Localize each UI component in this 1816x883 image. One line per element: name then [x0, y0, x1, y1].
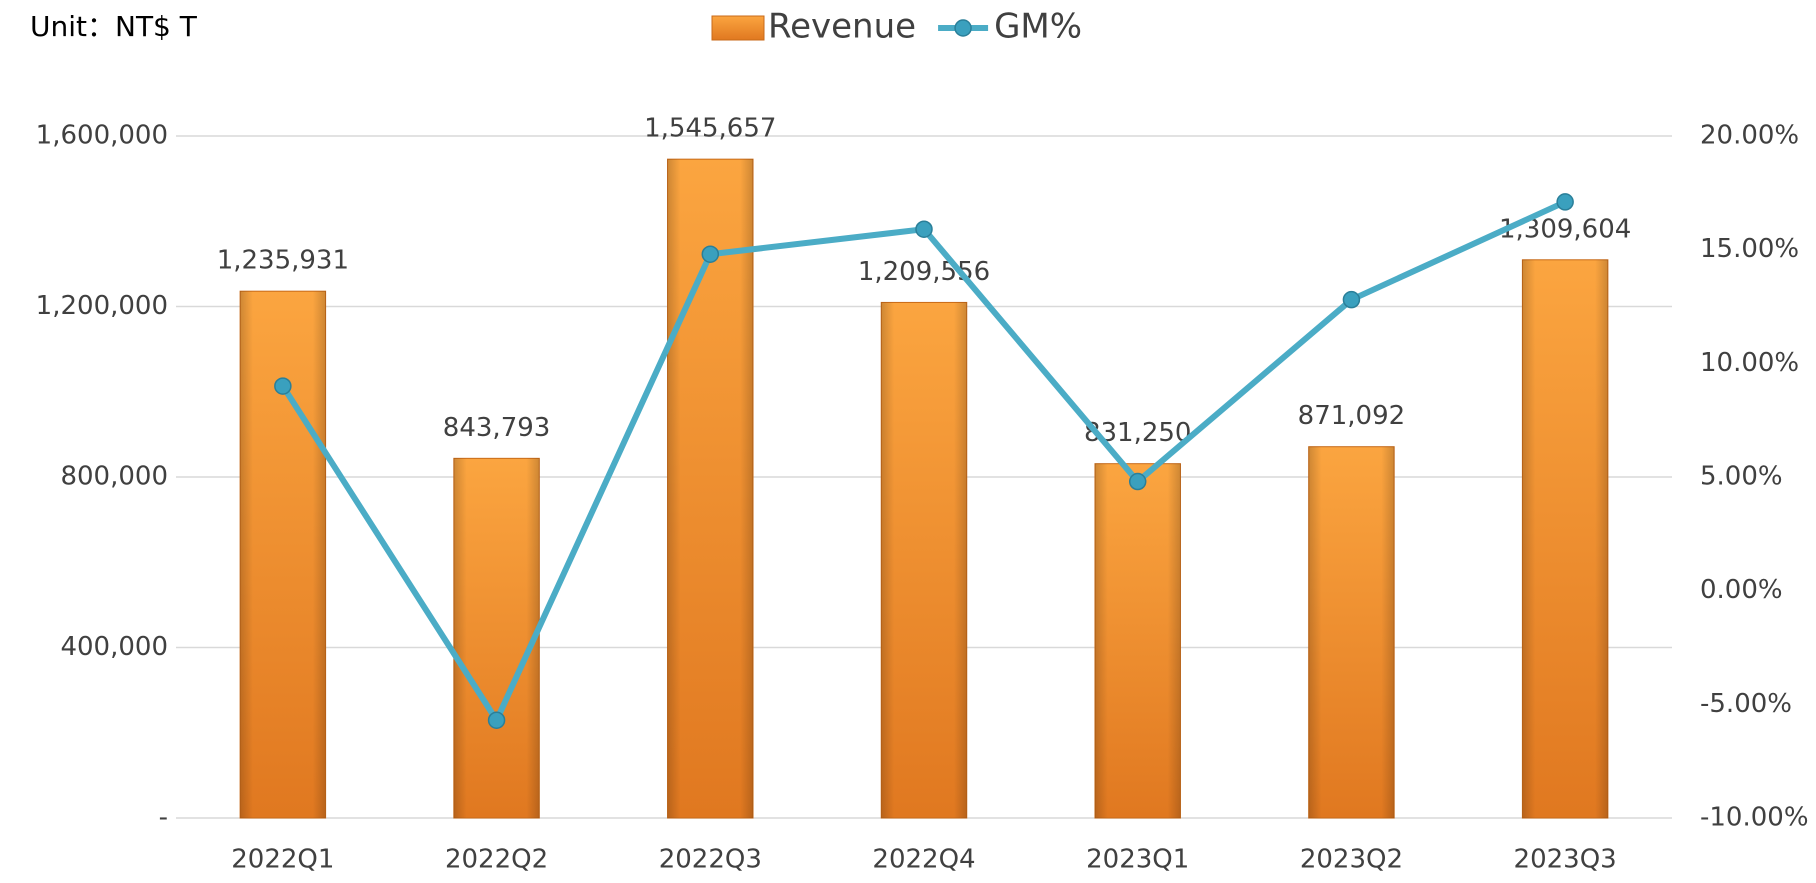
marker: [1128, 472, 1147, 491]
marker: [274, 377, 292, 395]
x-tick-label: 2022Q1: [231, 845, 334, 875]
data-label: 1,309,604: [1499, 214, 1631, 244]
bar-shade: [667, 159, 754, 818]
x-tick-label: 2022Q3: [659, 845, 762, 875]
y2-tick-label: -5.00%: [1700, 689, 1792, 719]
y2-tick-label: 10.00%: [1700, 348, 1799, 378]
y-tick-label: 1,600,000: [36, 121, 168, 151]
y-tick-label: 1,200,000: [36, 291, 168, 321]
legend-swatch: [711, 15, 765, 41]
x-tick-label: 2023Q3: [1514, 845, 1617, 875]
marker: [701, 245, 720, 263]
y2-tick-label: 20.00%: [1700, 121, 1799, 151]
marker: [1342, 290, 1361, 309]
y2-tick-label: 15.00%: [1700, 234, 1799, 264]
y-tick-label: 400,000: [60, 632, 168, 662]
x-tick-label: 2022Q4: [872, 845, 975, 875]
unit-label: Unit：NT$ T: [30, 10, 198, 43]
y-tick-label: -: [159, 803, 168, 833]
bar-shade: [240, 291, 326, 818]
data-label: 843,793: [443, 413, 551, 443]
x-tick-label: 2022Q2: [445, 845, 548, 875]
y2-tick-label: 5.00%: [1700, 462, 1783, 492]
legend-label: Revenue: [768, 7, 916, 47]
data-label: 1,545,657: [644, 114, 776, 144]
marker: [915, 220, 933, 238]
x-tick-label: 2023Q1: [1086, 845, 1189, 875]
marker: [1556, 193, 1574, 211]
data-label: 1,235,931: [217, 246, 349, 276]
y2-tick-label: -10.00%: [1700, 803, 1809, 833]
y2-tick-label: 0.00%: [1700, 575, 1783, 605]
x-tick-label: 2023Q2: [1300, 845, 1403, 875]
bar-shade: [1094, 463, 1181, 818]
marker: [487, 711, 506, 729]
legend-label: GM%: [994, 7, 1082, 47]
bar-shade: [453, 458, 540, 818]
bar-shade: [881, 302, 967, 818]
bar-shade: [1308, 446, 1395, 818]
legend-marker: [954, 19, 972, 37]
y-tick-label: 800,000: [60, 462, 168, 492]
data-label: 871,092: [1298, 401, 1406, 431]
bar-shade: [1522, 259, 1608, 819]
